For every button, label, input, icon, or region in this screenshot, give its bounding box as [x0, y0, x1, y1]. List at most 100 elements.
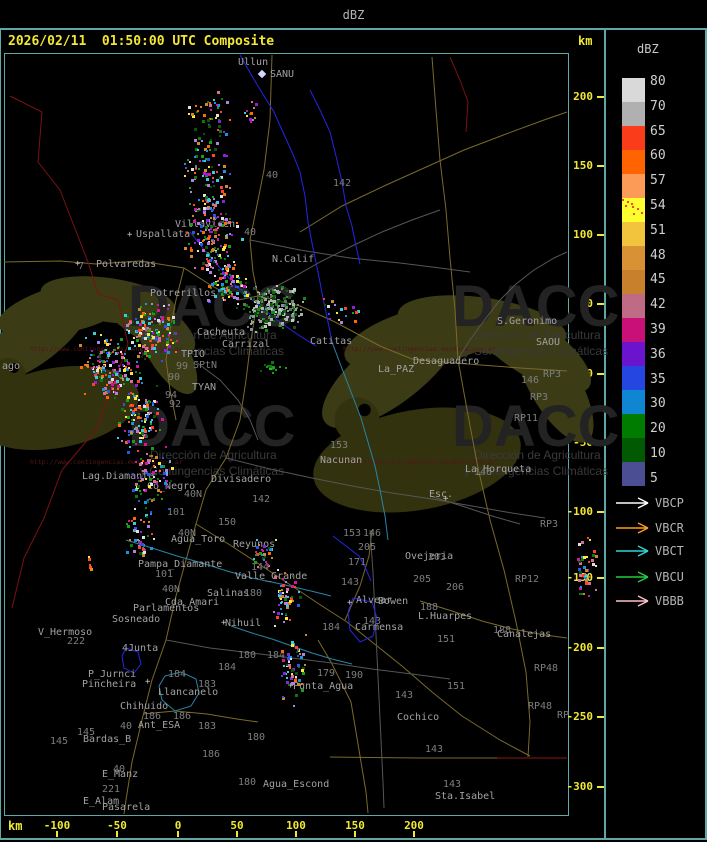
vector-label: VBBB [655, 594, 684, 608]
bottom-axis-tick-label: 200 [404, 819, 424, 832]
map-label: TYAN [192, 382, 216, 393]
map-label: La_Horqueta [465, 464, 531, 475]
map-label: Llancanelo [158, 687, 218, 698]
svg-text:Dirección de Agricultura: Dirección de Agricultura [474, 448, 601, 462]
map-label: 101 [155, 569, 173, 580]
map-label: 151 [447, 681, 465, 692]
map-label: Cda_Amari [165, 597, 219, 608]
map-label: ago [2, 361, 20, 372]
map-label: 40 [120, 721, 132, 732]
right-axis-tick-label: 200 [573, 90, 593, 103]
map-label: Catitas [310, 336, 352, 347]
map-label: 40N [184, 489, 202, 500]
legend-speckle [631, 203, 633, 205]
legend-level-label: 70 [650, 98, 666, 114]
map-label: RP11 [514, 413, 538, 424]
map-label: 143 [425, 744, 443, 755]
right-axis-tick-mark [597, 303, 604, 305]
map-label: 221 [102, 784, 120, 795]
vector-label: VBCT [655, 544, 684, 558]
map-label: 206 [446, 582, 464, 593]
map-label: 40 [113, 764, 125, 775]
map-label: 186 [173, 711, 191, 722]
legend-color-box [622, 222, 645, 246]
map-label: Cacheuta [197, 327, 245, 338]
map-label: SAOU [536, 337, 560, 348]
vector-label: VBCP [655, 496, 684, 510]
map-label: TPIO [181, 349, 205, 360]
town-marker-icon: + [347, 598, 353, 608]
map-label: Uspallata [136, 229, 190, 240]
map-label: Punta_Agua [293, 681, 353, 692]
map-label: 205 [358, 542, 376, 553]
map-label: 184 [267, 650, 285, 661]
svg-text:Dirección de Agricultura: Dirección de Agricultura [150, 448, 277, 462]
map-label: 153 [330, 440, 348, 451]
right-axis-tick-label: -250 [566, 710, 594, 723]
map-label: Co_Negro [147, 481, 195, 492]
divider-line [0, 28, 707, 30]
map-label: 4Junta [122, 643, 158, 654]
map-label: Pincheira [82, 679, 136, 690]
map-label: RP48 [528, 701, 552, 712]
legend-level-label: 65 [650, 123, 666, 139]
map-label: 188 [420, 602, 438, 613]
legend-level-label: 45 [650, 272, 666, 288]
map-label: 99 [176, 361, 188, 372]
map-label: S.Geronimo [497, 316, 557, 327]
map-label: Bowen [378, 596, 408, 607]
right-axis-tick-label: -300 [566, 780, 594, 793]
svg-text:DACC: DACC [128, 394, 296, 459]
legend-speckle [637, 208, 639, 210]
bottom-axis-tick-label: 150 [345, 819, 365, 832]
map-label: RP48 [534, 663, 558, 674]
map-label: 40 [266, 170, 278, 181]
map-label: 144 [251, 562, 269, 573]
map-label: 94 [165, 390, 177, 401]
map-label: 150 [218, 517, 236, 528]
map-label: Canalejas [497, 629, 551, 640]
legend-color-box [622, 126, 645, 150]
svg-text:y Contingencias Climáticas: y Contingencias Climáticas [464, 464, 608, 478]
map-label: Polvaredas [96, 259, 156, 270]
map-label: 183 [198, 679, 216, 690]
town-marker-icon: + [221, 618, 227, 628]
legend-speckle [641, 212, 643, 214]
map-label: Pasarela [102, 802, 150, 813]
right-axis-tick-mark [597, 96, 604, 98]
map-label: 143 [341, 577, 359, 588]
map-label: Nacunan [320, 455, 362, 466]
svg-text:http://www.contingencias.mendo: http://www.contingencias.mendoza.gov.ar [343, 345, 496, 353]
legend-level-label: 36 [650, 346, 666, 362]
legend-title: dBZ [637, 42, 659, 56]
legend-color-box [622, 438, 645, 462]
map-label: E_Manz [102, 769, 138, 780]
right-axis-unit: km [578, 34, 593, 48]
map-label: 146 [363, 528, 381, 539]
map-label: 186 [143, 711, 161, 722]
map-label: 186 [202, 749, 220, 760]
map-label: Bardas_B [83, 734, 131, 745]
legend-color-box [622, 462, 645, 486]
map-label: Divisadero [211, 474, 271, 485]
map-label: 153 [343, 528, 361, 539]
map-label: 183 [198, 721, 216, 732]
map-label: 101 [167, 507, 185, 518]
bottom-axis-tick-mark [56, 831, 58, 837]
legend-color-box [622, 270, 645, 294]
legend-color-box [622, 318, 645, 342]
town-marker-icon: + [288, 681, 294, 691]
map-label: 180 [247, 732, 265, 743]
bottom-axis-tick-label: 0 [174, 819, 182, 832]
map-label: 171 [348, 557, 366, 568]
map-label: Ant_ESA [138, 720, 180, 731]
legend-color-box [622, 390, 645, 414]
map-label: 40N [178, 528, 196, 539]
legend-color-box [622, 414, 645, 438]
bottom-axis-tick-mark [295, 831, 297, 837]
map-label: Sosneado [112, 614, 160, 625]
legend-speckle [622, 199, 624, 201]
right-axis-tick-label: 100 [573, 228, 593, 241]
town-marker-icon: + [443, 494, 449, 504]
